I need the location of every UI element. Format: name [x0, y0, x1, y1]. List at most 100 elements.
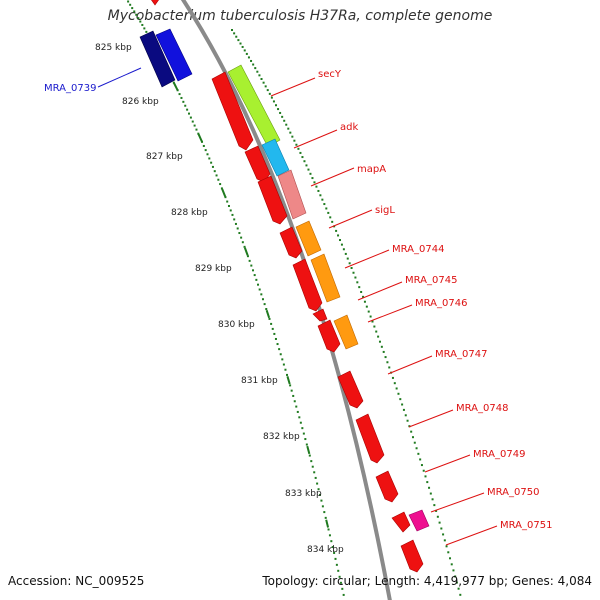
scale-dot — [246, 255, 249, 258]
scale-tick-mark — [325, 519, 330, 528]
scale-dot — [375, 330, 378, 333]
gene-feature-inner-9[interactable] — [355, 413, 385, 464]
gene-label-secY[interactable]: secY — [318, 69, 342, 80]
scale-dot — [201, 140, 204, 143]
scale-dot — [329, 216, 332, 219]
gene-feature-MRA_0750[interactable] — [408, 509, 430, 532]
gene-feature-mapA[interactable] — [277, 169, 307, 220]
scale-dot — [408, 425, 411, 428]
scale-dot — [268, 92, 271, 95]
gene-feature-inner-5[interactable] — [292, 258, 323, 312]
gene-label-adk[interactable]: adk — [340, 122, 358, 133]
scale-dot — [186, 108, 189, 111]
scale-dot — [217, 178, 220, 181]
scale-dot — [331, 546, 334, 549]
gene-label-MRA_0739[interactable]: MRA_0739 — [44, 83, 96, 94]
scale-dot — [293, 139, 296, 142]
scale-dot — [391, 376, 394, 379]
scale-dot — [286, 373, 289, 376]
gene-feature-secY[interactable] — [227, 64, 281, 148]
scale-dot — [248, 259, 251, 262]
scale-dot — [324, 516, 327, 519]
scale-tick-mark — [306, 445, 311, 455]
scale-dot — [277, 108, 280, 111]
gene-label-MRA_0750[interactable]: MRA_0750 — [487, 487, 539, 498]
scale-dot — [263, 303, 266, 306]
scale-dot — [261, 298, 264, 301]
gene-feature-sigL[interactable] — [295, 220, 322, 257]
gene-feature-inner-12[interactable] — [400, 539, 424, 573]
gene-label-MRA_0751[interactable]: MRA_0751 — [500, 520, 552, 531]
scale-dot — [240, 236, 243, 239]
scale-dot — [371, 320, 374, 323]
scale-dot — [323, 511, 326, 514]
scale-dot — [265, 308, 268, 311]
scale-dot — [236, 227, 239, 230]
gene-feature-MRA_0739[interactable] — [139, 28, 193, 88]
scale-dot — [395, 387, 398, 390]
scale-dot — [454, 575, 457, 578]
scale-dot — [335, 229, 338, 232]
scale-dot — [382, 350, 385, 353]
gene-label-MRA_0748[interactable]: MRA_0748 — [456, 403, 508, 414]
scale-dot — [233, 32, 236, 35]
scale-dot — [193, 124, 196, 127]
scale-dot — [360, 290, 363, 293]
scale-dot — [129, 3, 132, 6]
gene-feature-inner-1[interactable] — [211, 71, 254, 151]
tick-label-group: 825 kbp 826 kbp 827 kbp 828 kbp 829 kbp … — [95, 43, 344, 555]
scale-dot — [247, 56, 250, 59]
tick-label-829: 829 kbp — [195, 264, 232, 274]
scale-dot — [135, 13, 138, 16]
label-leader-lines — [97, 67, 498, 546]
scale-dot — [321, 198, 324, 201]
scale-dot — [338, 575, 341, 578]
scale-dot — [337, 234, 340, 237]
scale-dot — [380, 345, 383, 348]
scale-dot — [191, 120, 194, 123]
scale-dot — [422, 469, 425, 472]
scale-dot — [413, 441, 416, 444]
gene-feature-inner-4[interactable] — [279, 226, 303, 259]
scale-dot — [289, 384, 292, 387]
gene-label-mapA[interactable]: mapA — [357, 164, 386, 175]
gene-label-MRA_0747[interactable]: MRA_0747 — [435, 349, 487, 360]
scale-dot — [327, 211, 330, 214]
gene-feature-adk[interactable] — [261, 138, 290, 177]
gene-label-MRA_0746[interactable]: MRA_0746 — [415, 298, 467, 309]
gene-label-MRA_0744[interactable]: MRA_0744 — [392, 244, 444, 255]
scale-dot — [354, 276, 357, 279]
gene-feature-MRA_0746[interactable] — [333, 314, 359, 350]
scale-dot — [281, 115, 284, 118]
gene-track-outer — [227, 64, 430, 532]
gene-feature-inner-10[interactable] — [375, 470, 399, 503]
scale-dot — [342, 593, 345, 596]
gene-feature-inner-8[interactable] — [337, 370, 364, 409]
scale-dot — [307, 168, 310, 171]
scale-dot — [272, 100, 275, 103]
partial-gene-top — [151, 0, 159, 6]
gene-label-sigL[interactable]: sigL — [375, 205, 395, 216]
scale-dot — [283, 119, 286, 122]
gene-feature-inner-6[interactable] — [312, 308, 328, 322]
scale-dot — [184, 104, 187, 107]
scale-dot — [447, 551, 450, 554]
scale-dot — [270, 96, 273, 99]
scale-dot — [429, 492, 432, 495]
gene-feature-MRA_0744[interactable] — [310, 253, 341, 303]
scale-dot — [296, 410, 299, 413]
gene-label-group: MRA_0739 secY adk mapA sigL MRA_0744 MRA… — [44, 69, 552, 531]
scale-dot — [310, 460, 313, 463]
scale-dot — [319, 493, 322, 496]
gene-feature-inner-7[interactable] — [317, 319, 341, 353]
gene-label-MRA_0745[interactable]: MRA_0745 — [405, 275, 457, 286]
scale-dot — [384, 356, 387, 359]
gene-label-MRA_0749[interactable]: MRA_0749 — [473, 449, 525, 460]
scale-dot — [449, 557, 452, 560]
gene-feature-inner-3[interactable] — [257, 175, 288, 225]
scale-dot — [319, 194, 322, 197]
scale-dot — [282, 363, 285, 366]
scale-track-inner — [127, 0, 345, 596]
scale-dot — [252, 63, 255, 66]
gene-feature-inner-11[interactable] — [391, 511, 411, 533]
